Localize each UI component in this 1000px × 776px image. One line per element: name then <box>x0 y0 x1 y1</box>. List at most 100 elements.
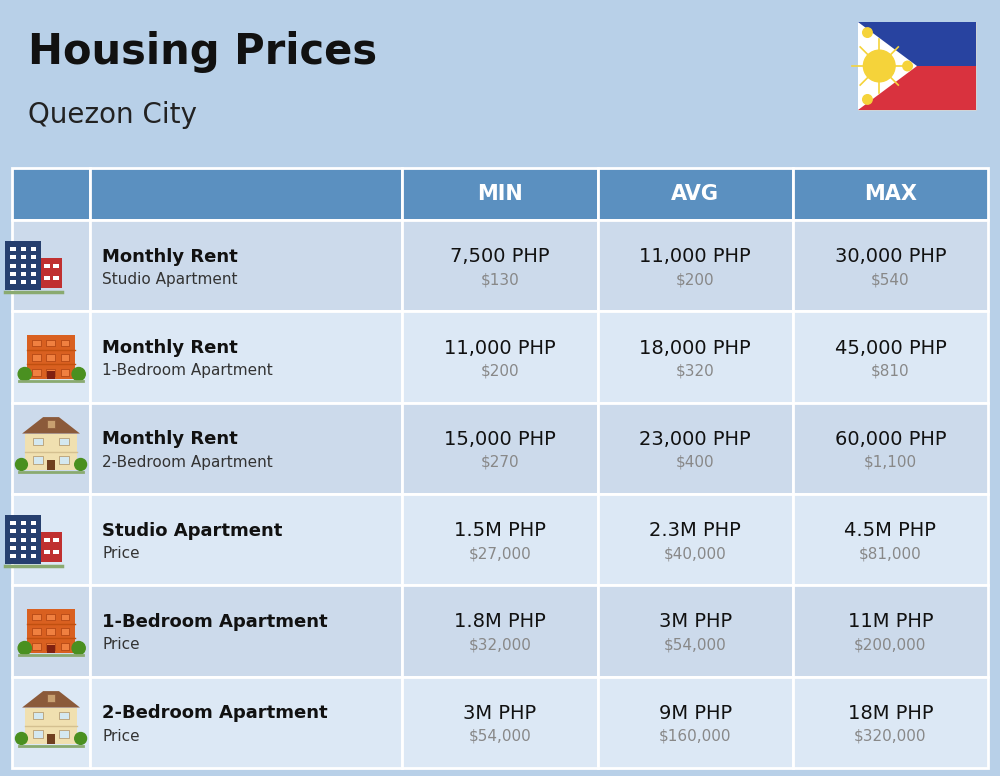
FancyBboxPatch shape <box>12 311 90 403</box>
Text: Price: Price <box>102 638 140 653</box>
FancyBboxPatch shape <box>402 585 598 677</box>
FancyBboxPatch shape <box>12 494 90 585</box>
FancyBboxPatch shape <box>793 220 988 311</box>
Text: $81,000: $81,000 <box>859 546 922 561</box>
FancyBboxPatch shape <box>793 311 988 403</box>
FancyBboxPatch shape <box>33 456 43 463</box>
Circle shape <box>72 368 85 381</box>
Text: 30,000 PHP: 30,000 PHP <box>835 248 946 266</box>
FancyBboxPatch shape <box>61 355 69 361</box>
FancyBboxPatch shape <box>90 311 402 403</box>
Polygon shape <box>22 691 80 708</box>
Text: Monthly Rent: Monthly Rent <box>102 339 238 357</box>
Circle shape <box>72 642 85 655</box>
Text: $54,000: $54,000 <box>469 729 531 744</box>
Text: 9M PHP: 9M PHP <box>659 704 732 722</box>
FancyBboxPatch shape <box>12 585 90 677</box>
FancyBboxPatch shape <box>47 733 55 743</box>
Text: $200: $200 <box>481 363 519 379</box>
Circle shape <box>75 733 87 744</box>
FancyBboxPatch shape <box>858 22 976 66</box>
FancyBboxPatch shape <box>32 629 41 636</box>
Text: $54,000: $54,000 <box>664 638 727 653</box>
Text: Quezon City: Quezon City <box>28 101 197 129</box>
Text: 18,000 PHP: 18,000 PHP <box>639 338 751 358</box>
FancyBboxPatch shape <box>46 340 55 346</box>
Text: Monthly Rent: Monthly Rent <box>102 248 238 265</box>
FancyBboxPatch shape <box>31 555 36 559</box>
Text: $1,100: $1,100 <box>864 455 917 469</box>
FancyBboxPatch shape <box>858 66 976 110</box>
FancyBboxPatch shape <box>12 403 90 494</box>
Text: $130: $130 <box>481 272 519 287</box>
FancyBboxPatch shape <box>31 521 36 525</box>
FancyBboxPatch shape <box>33 730 43 737</box>
FancyBboxPatch shape <box>25 708 77 743</box>
FancyBboxPatch shape <box>47 371 55 379</box>
FancyBboxPatch shape <box>5 515 41 564</box>
FancyBboxPatch shape <box>31 264 36 268</box>
FancyBboxPatch shape <box>46 355 55 361</box>
FancyBboxPatch shape <box>53 539 59 542</box>
FancyBboxPatch shape <box>41 258 62 288</box>
FancyBboxPatch shape <box>46 369 55 376</box>
Text: $200,000: $200,000 <box>854 638 927 653</box>
Text: 2-Bedroom Apartment: 2-Bedroom Apartment <box>102 705 328 722</box>
FancyBboxPatch shape <box>793 168 988 220</box>
FancyBboxPatch shape <box>21 255 26 259</box>
FancyBboxPatch shape <box>44 550 50 554</box>
Circle shape <box>863 28 872 37</box>
Text: 1.8M PHP: 1.8M PHP <box>454 612 546 632</box>
FancyBboxPatch shape <box>61 340 69 346</box>
Text: Price: Price <box>102 546 140 561</box>
FancyBboxPatch shape <box>44 276 50 280</box>
FancyBboxPatch shape <box>59 730 69 737</box>
FancyBboxPatch shape <box>12 220 90 311</box>
Text: $320,000: $320,000 <box>854 729 927 744</box>
Text: Studio Apartment: Studio Apartment <box>102 272 238 287</box>
FancyBboxPatch shape <box>21 538 26 542</box>
FancyBboxPatch shape <box>47 420 55 428</box>
FancyBboxPatch shape <box>47 459 55 469</box>
FancyBboxPatch shape <box>53 276 59 280</box>
FancyBboxPatch shape <box>46 629 55 636</box>
FancyBboxPatch shape <box>10 264 16 268</box>
FancyBboxPatch shape <box>10 521 16 525</box>
FancyBboxPatch shape <box>90 220 402 311</box>
Circle shape <box>18 368 31 381</box>
Text: $270: $270 <box>481 455 519 469</box>
FancyBboxPatch shape <box>402 311 598 403</box>
Text: 3M PHP: 3M PHP <box>659 612 732 632</box>
Text: 15,000 PHP: 15,000 PHP <box>444 430 556 449</box>
FancyBboxPatch shape <box>90 585 402 677</box>
Text: MIN: MIN <box>477 184 523 204</box>
FancyBboxPatch shape <box>12 677 90 768</box>
FancyBboxPatch shape <box>44 264 50 268</box>
FancyBboxPatch shape <box>858 22 976 110</box>
Text: 45,000 PHP: 45,000 PHP <box>835 338 946 358</box>
FancyBboxPatch shape <box>10 538 16 542</box>
FancyBboxPatch shape <box>31 280 36 285</box>
FancyBboxPatch shape <box>598 403 793 494</box>
Text: $27,000: $27,000 <box>469 546 531 561</box>
FancyBboxPatch shape <box>598 311 793 403</box>
FancyBboxPatch shape <box>41 532 62 562</box>
Text: 23,000 PHP: 23,000 PHP <box>639 430 751 449</box>
Text: $400: $400 <box>676 455 715 469</box>
FancyBboxPatch shape <box>10 529 16 533</box>
FancyBboxPatch shape <box>402 677 598 768</box>
FancyBboxPatch shape <box>21 529 26 533</box>
Text: 11,000 PHP: 11,000 PHP <box>444 338 556 358</box>
Circle shape <box>18 642 31 655</box>
FancyBboxPatch shape <box>10 280 16 285</box>
FancyBboxPatch shape <box>31 529 36 533</box>
Text: $32,000: $32,000 <box>469 638 531 653</box>
FancyBboxPatch shape <box>61 614 69 620</box>
FancyBboxPatch shape <box>32 614 41 620</box>
FancyBboxPatch shape <box>47 646 55 653</box>
FancyBboxPatch shape <box>793 585 988 677</box>
Text: $200: $200 <box>676 272 715 287</box>
FancyBboxPatch shape <box>10 555 16 559</box>
FancyBboxPatch shape <box>90 168 402 220</box>
FancyBboxPatch shape <box>90 494 402 585</box>
